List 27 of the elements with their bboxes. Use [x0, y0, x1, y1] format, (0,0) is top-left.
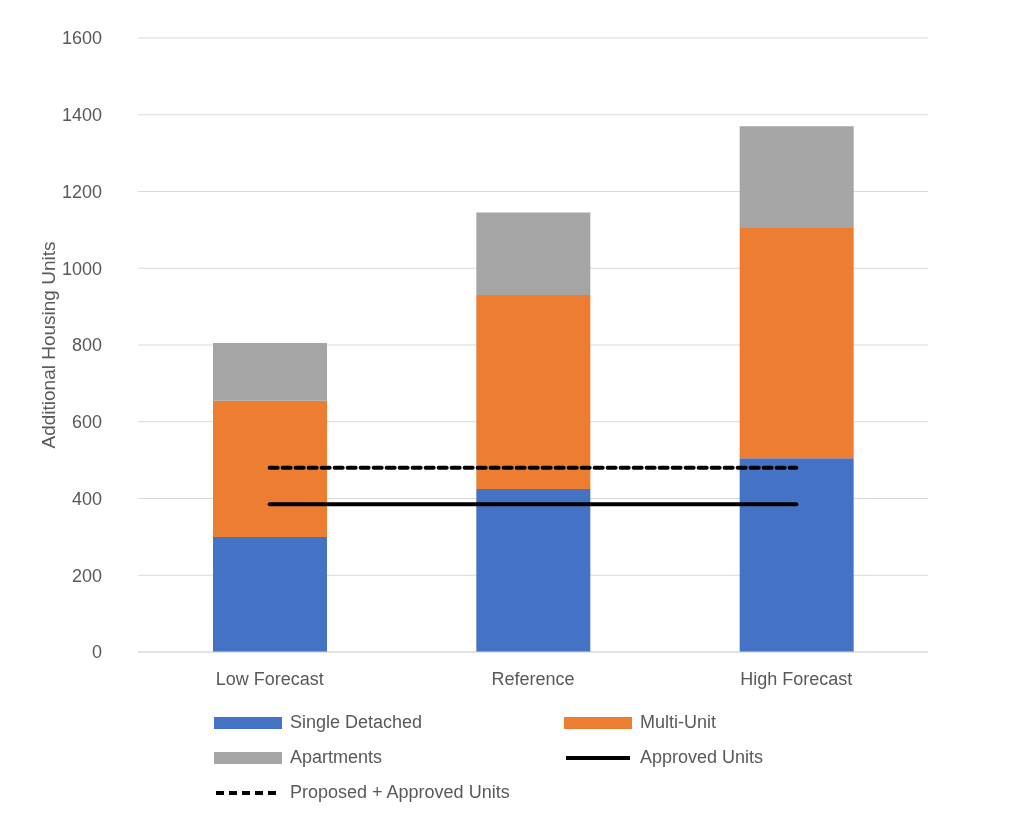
bar [476, 212, 591, 296]
y-tick-label: 800 [71, 335, 102, 356]
bar [213, 536, 327, 652]
y-tick-label: 600 [71, 412, 102, 433]
y-tick-label: 1000 [61, 258, 102, 279]
y-tick-label: 1400 [61, 105, 102, 126]
y-tick-label: 1200 [61, 181, 102, 202]
bar [213, 343, 327, 401]
bar [476, 488, 591, 652]
legend-label: Single Detached [290, 712, 423, 733]
bar [213, 400, 327, 537]
y-tick-label: 1600 [61, 28, 102, 49]
y-tick-label: 200 [71, 565, 102, 586]
legend-label: Proposed + Approved Units [290, 782, 510, 803]
y-tick-label: 400 [71, 488, 102, 509]
x-tick-label: High Forecast [740, 668, 853, 689]
bar [739, 458, 854, 652]
x-tick-label: Low Forecast [215, 668, 324, 689]
legend-label: Approved Units [640, 747, 764, 768]
bar [739, 227, 854, 459]
y-axis-title: Additional Housing Units [37, 241, 59, 449]
x-tick-label: Reference [491, 668, 575, 689]
y-tick-label: 0 [91, 642, 102, 663]
bar [739, 126, 854, 228]
legend-label: Apartments [290, 747, 383, 768]
legend-label: Multi-Unit [640, 712, 717, 733]
bar [476, 295, 591, 489]
